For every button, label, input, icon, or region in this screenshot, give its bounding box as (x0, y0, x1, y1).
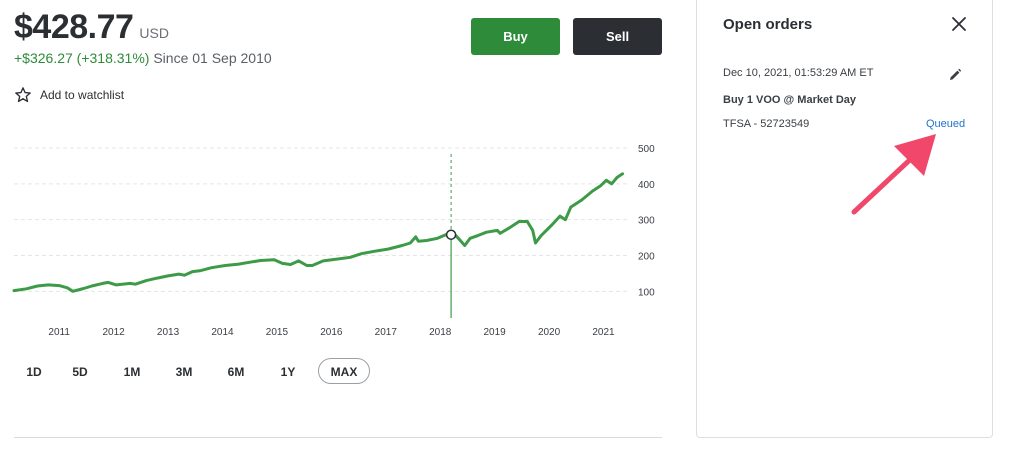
x-tick-label: 2015 (266, 327, 289, 338)
buy-button[interactable]: Buy (471, 18, 560, 55)
open-orders-panel: Open orders Dec 10, 2021, 01:53:29 AM ET… (696, 0, 993, 438)
range-6m-button[interactable]: 6M (227, 365, 245, 379)
price-header: $428.77 USD (14, 8, 169, 47)
plot-area (12, 154, 625, 318)
range-1m-button[interactable]: 1M (123, 365, 141, 379)
price-change: +$326.27 (+318.31%) Since 01 Sep 2010 (14, 50, 272, 66)
crosshair-marker (445, 229, 457, 240)
x-tick-label: 2020 (538, 327, 561, 338)
x-tick-label: 2012 (102, 327, 125, 338)
star-icon (15, 87, 31, 103)
gain-amount: +$326.27 (+318.31%) (14, 50, 150, 66)
range-1y-button[interactable]: 1Y (280, 365, 296, 379)
close-icon[interactable] (950, 15, 968, 33)
currency-label: USD (139, 25, 169, 41)
range-3m-button[interactable]: 3M (175, 365, 193, 379)
x-tick-label: 2013 (157, 327, 180, 338)
range-selector: 1D 5D 1M 3M 6M 1Y MAX (14, 358, 370, 384)
y-tick-label: 300 (638, 216, 655, 227)
x-tick-label: 2019 (484, 327, 507, 338)
x-tick-label: 2017 (375, 327, 398, 338)
y-tick-label: 100 (638, 287, 655, 298)
order-account: TFSA - 52723549 (723, 118, 810, 130)
current-price: $428.77 (14, 8, 134, 46)
x-tick-label: 2011 (48, 327, 70, 338)
range-1d-button[interactable]: 1D (26, 365, 42, 379)
sell-button[interactable]: Sell (573, 18, 662, 55)
x-tick-label: 2014 (211, 327, 234, 338)
add-to-watchlist-button[interactable]: Add to watchlist (14, 86, 124, 104)
y-tick-label: 200 (638, 252, 655, 263)
range-5d-button[interactable]: 5D (72, 365, 88, 379)
price-line (12, 172, 625, 293)
price-chart[interactable]: 100 200 300 400 500 2011 2012 2013 2014 2015 2016… (0, 140, 680, 340)
x-tick-label: 2021 (592, 327, 615, 338)
chart-grid (14, 147, 628, 292)
annotation-arrow-icon (851, 134, 936, 215)
pencil-icon[interactable] (948, 68, 962, 82)
x-tick-label: 2016 (320, 327, 343, 338)
y-tick-label: 400 (638, 180, 655, 191)
y-axis: 100 200 300 400 500 (638, 144, 655, 298)
divider (14, 437, 662, 438)
watchlist-label: Add to watchlist (40, 88, 125, 102)
x-tick-label: 2018 (429, 327, 452, 338)
order-description: Buy 1 VOO @ Market Day (723, 94, 856, 106)
since-date: Since 01 Sep 2010 (153, 50, 272, 66)
range-max-button[interactable]: MAX (318, 358, 370, 384)
order-date: Dec 10, 2021, 01:53:29 AM ET (723, 67, 874, 79)
order-status-link[interactable]: Queued (926, 118, 966, 130)
y-tick-label: 500 (638, 144, 655, 155)
x-axis: 2011 2012 2013 2014 2015 2016 2017 2018 2019 2020… (48, 327, 615, 338)
panel-title: Open orders (723, 16, 813, 33)
